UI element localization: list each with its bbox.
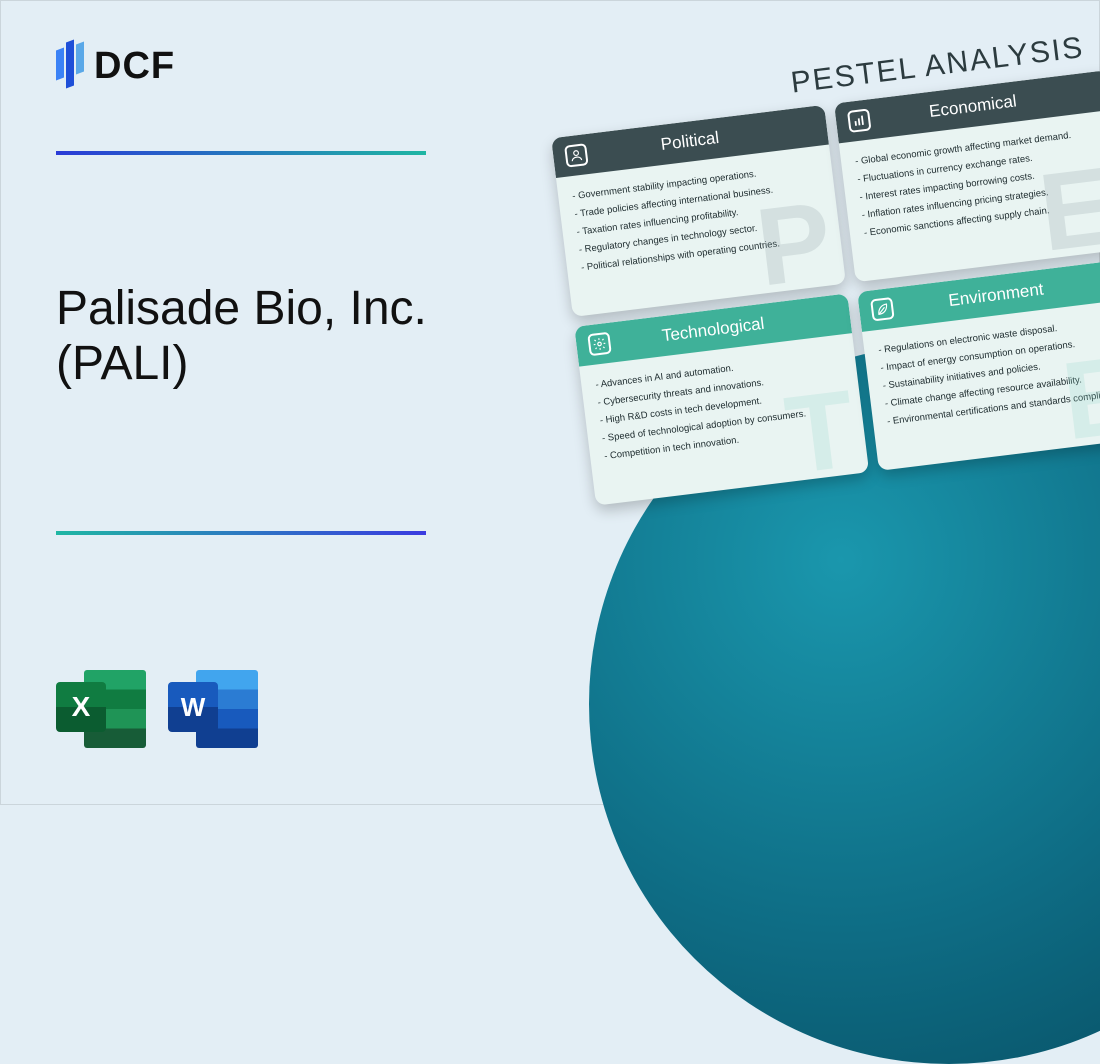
pestel-card: Environment Regulations on electronic wa… <box>857 259 1100 471</box>
pestel-card: Political Government stability impacting… <box>551 105 846 317</box>
logo-bar <box>66 40 74 89</box>
pestel-watermark-letter: T <box>780 374 860 491</box>
pestel-panel: PESTEL ANALYSIS Political Government sta… <box>546 28 1100 505</box>
logo-bar <box>76 42 84 75</box>
pestel-card: Economical Global economic growth affect… <box>834 70 1100 282</box>
gear-icon <box>587 332 612 357</box>
pestel-cards-grid: Political Government stability impacting… <box>551 70 1100 505</box>
bars-icon <box>847 108 872 133</box>
pestel-card: Technological Advances in AI and automat… <box>574 293 869 505</box>
pestel-watermark-letter: E <box>1057 339 1100 457</box>
divider-bottom <box>56 531 426 535</box>
pestel-card-title: Environment <box>947 280 1044 311</box>
word-icon[interactable]: W <box>168 664 258 754</box>
page-title: Palisade Bio, Inc. (PALI) <box>56 281 556 391</box>
person-icon <box>564 143 589 168</box>
brand-name: DCF <box>94 45 175 88</box>
logo-bars-icon <box>56 41 84 91</box>
pestel-card-title: Technological <box>661 314 766 346</box>
word-letter: W <box>168 682 218 732</box>
excel-icon[interactable]: X <box>56 664 146 754</box>
pestel-card-title: Political <box>660 128 721 155</box>
pestel-watermark-letter: E <box>1034 151 1100 269</box>
divider-top <box>56 151 426 155</box>
excel-letter: X <box>56 682 106 732</box>
pestel-watermark-letter: P <box>751 185 837 303</box>
leaf-icon <box>870 297 895 322</box>
file-icons-row: X W <box>56 664 258 754</box>
logo: DCF <box>56 41 175 91</box>
logo-bar <box>56 48 64 81</box>
pestel-card-title: Economical <box>928 91 1018 122</box>
